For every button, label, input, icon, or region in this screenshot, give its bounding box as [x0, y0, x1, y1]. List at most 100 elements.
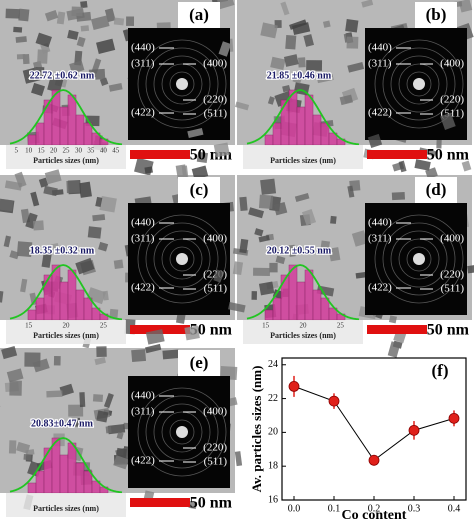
particle [288, 244, 296, 257]
y-tick-label: 16 [268, 494, 278, 505]
particle [113, 455, 129, 470]
histogram-bar [67, 94, 77, 146]
hist-tick-label: 15 [25, 322, 33, 330]
histogram-bar [35, 470, 45, 494]
ring-label: (220) [440, 94, 464, 106]
particle [9, 380, 22, 396]
particle [87, 226, 102, 239]
hist-tick-label: 20 [300, 322, 308, 330]
ring-label: (422) [368, 107, 392, 119]
particle [59, 383, 74, 397]
hist-tick-label: 15 [262, 322, 270, 330]
scale-label: 50 nm [427, 147, 470, 164]
hist-tick-label: 5 [14, 147, 18, 155]
histogram-bar [320, 297, 330, 321]
beam-center [176, 253, 188, 265]
hist-tick-label: 30 [75, 147, 83, 155]
particle [96, 38, 116, 54]
y-tick-label: 18 [268, 460, 278, 471]
label-box [178, 2, 220, 28]
label-box [178, 177, 220, 203]
x-axis-label: Co content [342, 508, 407, 523]
y-tick-label: 22 [268, 393, 278, 404]
particle [71, 417, 80, 427]
diffraction-ring [153, 230, 211, 288]
hist-tick-label: 15 [38, 147, 46, 155]
beam-center [176, 78, 188, 90]
panel-label: (e) [190, 353, 209, 372]
particle [347, 185, 355, 198]
particle [398, 160, 407, 173]
particle [328, 247, 341, 262]
scale-bar [130, 498, 190, 507]
particle [78, 181, 92, 198]
panel-label: (d) [426, 180, 447, 199]
hist-tick-label: 25 [100, 322, 108, 330]
particle [99, 195, 117, 213]
particle [116, 431, 124, 440]
ring-label: (440) [368, 217, 392, 229]
ring-label: (511) [441, 283, 465, 295]
beam-center [413, 253, 425, 265]
particle [144, 343, 162, 354]
ring-label: (400) [203, 233, 227, 245]
scale-bar [130, 150, 190, 159]
particle [107, 423, 126, 435]
panel-label: (b) [426, 5, 447, 24]
hist-tick-label: 45 [112, 147, 120, 155]
particle [98, 241, 109, 252]
particle [361, 0, 374, 8]
particle [103, 392, 114, 409]
gauss-fit [9, 89, 123, 146]
particle [1, 345, 18, 360]
particle [414, 159, 431, 171]
particle [458, 0, 473, 13]
hist-axis-label: Particles sizes (nm) [33, 504, 99, 513]
ring-label: (440) [131, 217, 155, 229]
diffraction-ring [137, 214, 227, 304]
x-tick-label: 0.4 [448, 503, 461, 514]
hist-tick-label: 20 [50, 147, 58, 155]
hist-axis-label: Particles sizes (nm) [270, 156, 336, 165]
x-tick-label: 0.0 [288, 503, 301, 514]
particle [269, 262, 278, 273]
particle [68, 404, 84, 417]
histogram-bar [43, 274, 53, 321]
diffraction-ring [161, 411, 203, 453]
particle [14, 171, 27, 188]
beam-center [176, 426, 188, 438]
particle [254, 228, 264, 237]
diffraction-ring [382, 47, 456, 121]
ring-label: (220) [440, 269, 464, 281]
hist-axis-strip [6, 145, 126, 169]
gauss-fit [9, 437, 123, 494]
particle [346, 36, 359, 49]
particle [96, 346, 107, 357]
particle [13, 26, 23, 33]
particle [273, 202, 288, 216]
particle [99, 77, 109, 87]
particle [339, 94, 353, 106]
y-tick-label: 20 [268, 427, 278, 438]
particle [213, 269, 225, 283]
histogram-bar [264, 134, 274, 146]
particle [187, 127, 204, 139]
particle [294, 192, 310, 203]
histogram-bar [67, 442, 77, 494]
particle [322, 20, 331, 28]
particle [234, 451, 243, 467]
particle [76, 36, 86, 47]
particle [102, 290, 109, 301]
histogram-bar [320, 122, 330, 146]
particle [50, 243, 59, 250]
histogram-bar [83, 470, 93, 494]
histogram-bar [35, 297, 45, 321]
particle [44, 9, 59, 22]
hist-tick-label: 20 [63, 322, 71, 330]
particle [41, 253, 52, 268]
ring-label: (422) [131, 455, 155, 467]
particle [15, 36, 27, 43]
diffraction-ring [153, 403, 211, 461]
histogram-bar [75, 289, 85, 321]
